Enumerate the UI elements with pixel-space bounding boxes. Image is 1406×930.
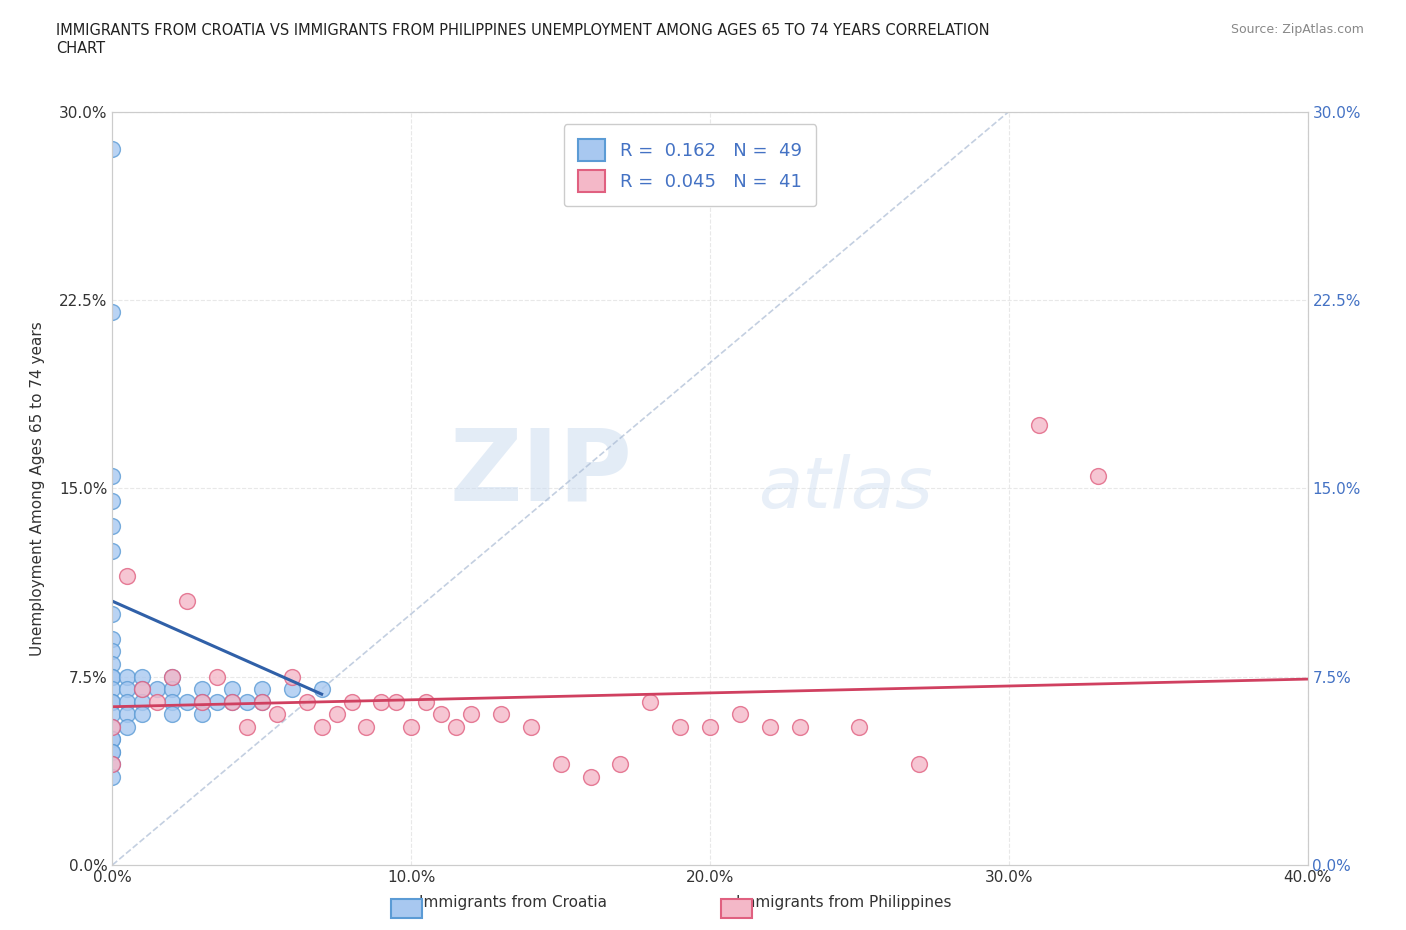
Point (101, 305, 124, 320)
Point (205, 670, 228, 684)
Point (146, 682, 169, 697)
Point (162, 694, 183, 710)
Point (250, 694, 273, 710)
Y-axis label: Unemployment Among Ages 65 to 74 years: Unemployment Among Ages 65 to 74 years (31, 321, 45, 656)
Point (728, 707, 751, 722)
Point (789, 720, 811, 735)
Point (101, 757, 124, 772)
Point (101, 707, 124, 722)
Point (117, 682, 139, 697)
Point (191, 707, 214, 722)
Point (579, 770, 602, 785)
Point (101, 631, 124, 646)
Point (609, 757, 631, 772)
Point (205, 694, 228, 710)
Point (101, 732, 124, 747)
Point (101, 682, 124, 697)
Point (117, 694, 139, 710)
Point (191, 682, 214, 697)
Point (281, 682, 304, 697)
Point (101, 519, 124, 534)
Point (221, 694, 243, 710)
Point (489, 707, 512, 722)
Point (340, 694, 363, 710)
Point (699, 720, 721, 735)
Text: ZIP: ZIP (450, 425, 633, 522)
Point (325, 707, 347, 722)
Point (101, 657, 124, 671)
Point (101, 744, 124, 759)
Point (311, 720, 333, 735)
Point (131, 670, 153, 684)
Point (848, 720, 870, 735)
Text: Immigrants from Philippines: Immigrants from Philippines (735, 895, 952, 910)
Point (101, 720, 124, 735)
Point (101, 644, 124, 658)
Point (101, 694, 124, 710)
Point (101, 142, 124, 157)
Point (236, 694, 259, 710)
Point (401, 720, 423, 735)
Point (101, 720, 124, 735)
Point (117, 720, 139, 735)
Point (131, 682, 153, 697)
Point (131, 682, 153, 697)
Point (101, 732, 124, 747)
Point (1087, 468, 1109, 484)
Text: IMMIGRANTS FROM CROATIA VS IMMIGRANTS FROM PHILIPPINES UNEMPLOYMENT AMONG AGES 6: IMMIGRANTS FROM CROATIA VS IMMIGRANTS FR… (56, 23, 990, 56)
Point (117, 670, 139, 684)
Point (101, 606, 124, 621)
Text: atlas: atlas (758, 454, 932, 523)
Point (191, 694, 214, 710)
Point (131, 694, 153, 710)
Point (444, 720, 467, 735)
Point (101, 493, 124, 508)
Point (162, 707, 183, 722)
Point (370, 694, 392, 710)
Point (250, 682, 273, 697)
Text: Immigrants from Croatia: Immigrants from Croatia (419, 895, 607, 910)
Legend: R =  0.162   N =  49, R =  0.045   N =  41: R = 0.162 N = 49, R = 0.045 N = 41 (564, 125, 815, 206)
Point (162, 682, 183, 697)
Point (101, 770, 124, 785)
Text: Source: ZipAtlas.com: Source: ZipAtlas.com (1230, 23, 1364, 36)
Point (176, 694, 198, 710)
Point (415, 694, 437, 710)
Point (385, 694, 408, 710)
Point (550, 757, 572, 772)
Point (101, 468, 124, 484)
Point (101, 670, 124, 684)
Point (101, 744, 124, 759)
Point (356, 720, 378, 735)
Point (295, 694, 318, 710)
Point (311, 682, 333, 697)
Point (191, 694, 214, 710)
Point (908, 757, 931, 772)
Point (117, 568, 139, 584)
Point (669, 720, 692, 735)
Point (221, 682, 243, 697)
Point (146, 694, 169, 710)
Point (162, 670, 183, 684)
Point (281, 670, 304, 684)
Point (101, 543, 124, 558)
Point (101, 694, 124, 710)
Point (236, 720, 259, 735)
Point (117, 707, 139, 722)
Point (221, 694, 243, 710)
Point (430, 707, 453, 722)
Point (250, 694, 273, 710)
Point (640, 694, 662, 710)
Point (162, 670, 183, 684)
Point (176, 594, 198, 609)
Point (101, 757, 124, 772)
Point (1028, 418, 1050, 433)
Point (266, 707, 288, 722)
Point (131, 707, 153, 722)
Point (759, 720, 782, 735)
Point (520, 720, 543, 735)
Point (460, 707, 482, 722)
Point (101, 670, 124, 684)
